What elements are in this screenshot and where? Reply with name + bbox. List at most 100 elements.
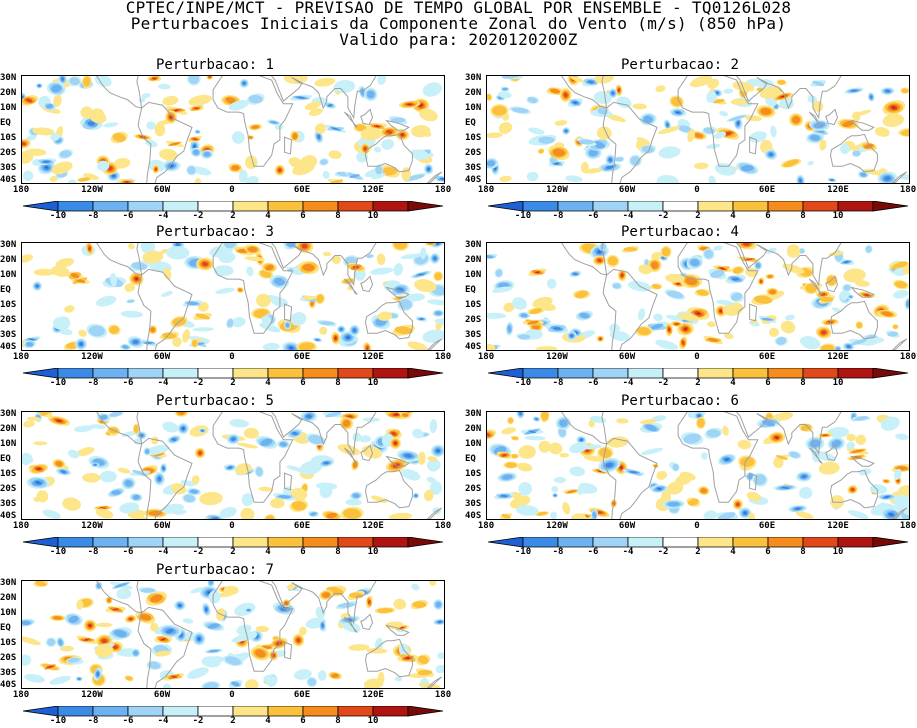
colorbar-label: 8 <box>800 378 806 388</box>
lat-tick-label: 40S <box>0 342 17 352</box>
wind-perturbation-map <box>21 411 445 520</box>
colorbar-swatch <box>337 536 374 548</box>
perturbation-field <box>22 581 444 688</box>
map-panel-4: Perturbacao: 4 30N 20N 10N EQ 10S 20S 30S 40S 180… <box>465 225 916 390</box>
lon-tick-label: 180 <box>434 521 452 531</box>
colorbar-swatch <box>592 367 629 379</box>
colorbar-swatch <box>767 200 804 212</box>
colorbar-swatches <box>22 536 444 548</box>
colorbar-swatch <box>522 536 559 548</box>
colorbar-swatch <box>522 200 559 212</box>
colorbar-label: 4 <box>265 378 271 388</box>
lon-tick-label: 0 <box>229 690 235 700</box>
colorbar-label: 6 <box>300 378 306 388</box>
lon-tick-label: 120E <box>362 185 384 195</box>
coastlines <box>561 243 908 350</box>
lon-tick-label: 0 <box>229 521 235 531</box>
lat-tick-label: 10S <box>465 469 482 479</box>
lon-tick-label: 60W <box>618 352 636 362</box>
colorbar-swatch <box>302 367 339 379</box>
colorbar-swatches <box>487 367 909 379</box>
colorbar-swatch <box>92 705 129 717</box>
coastlines <box>96 76 443 183</box>
lon-tick-label: 180 <box>12 521 30 531</box>
lon-tick-label: 180 <box>899 521 917 531</box>
lon-tick-label: 180 <box>477 185 495 195</box>
lat-tick-label: EQ <box>0 118 11 128</box>
lon-tick-label: 120E <box>827 521 849 531</box>
colorbar-swatch <box>57 705 94 717</box>
lon-tick-label: 60E <box>293 185 311 195</box>
colorbar-swatch <box>372 536 409 548</box>
lon-tick-label: 120W <box>546 352 568 362</box>
lat-tick-label: 10S <box>0 469 17 479</box>
colorbar: -10 -8 -6 -4 -2 2 4 6 8 10 <box>487 534 909 558</box>
colorbar-label: 4 <box>265 716 271 726</box>
lon-tick-label: 120W <box>546 521 568 531</box>
colorbar-label: 2 <box>695 547 701 557</box>
colorbar-swatch <box>127 705 164 717</box>
lat-tick-label: 10N <box>0 439 17 449</box>
lon-tick-label: 120W <box>81 352 103 362</box>
lat-tick-label: 30N <box>465 409 482 419</box>
panel-title: Perturbacao: 7 <box>155 562 274 578</box>
colorbar-label: -6 <box>587 211 599 221</box>
map-canvas <box>487 243 909 350</box>
colorbar-label: 8 <box>335 378 341 388</box>
colorbar: -10 -8 -6 -4 -2 2 4 6 8 10 <box>22 198 444 222</box>
colorbar-label: 10 <box>367 378 379 388</box>
wind-perturbation-map <box>21 580 445 689</box>
colorbar-label: -10 <box>49 547 67 557</box>
colorbar-swatch <box>162 200 199 212</box>
colorbar-label: -4 <box>622 378 634 388</box>
lat-tick-label: 30N <box>0 578 17 588</box>
colorbar-label: 6 <box>765 547 771 557</box>
colorbar-swatch <box>802 200 839 212</box>
colorbar-label: -10 <box>514 378 532 388</box>
wind-perturbation-map <box>21 242 445 351</box>
lon-tick-label: 0 <box>694 352 700 362</box>
colorbar-label: 6 <box>300 716 306 726</box>
lat-tick-label: 20S <box>0 484 17 494</box>
colorbar-swatch <box>697 200 734 212</box>
panel-title: Perturbacao: 3 <box>155 224 274 240</box>
lon-tick-label: 180 <box>12 185 30 195</box>
lat-tick-label: 10S <box>465 300 482 310</box>
colorbar-label: -8 <box>552 378 564 388</box>
lon-tick-label: 120W <box>546 185 568 195</box>
lat-tick-label: EQ <box>465 285 476 295</box>
perturbation-field <box>487 243 909 350</box>
colorbar-label: -10 <box>514 211 532 221</box>
colorbar-label: -4 <box>157 716 169 726</box>
lat-tick-label: 20N <box>0 255 17 265</box>
lon-tick-label: 180 <box>477 352 495 362</box>
colorbar-swatch <box>302 536 339 548</box>
lon-tick-label: 60E <box>293 352 311 362</box>
colorbar-label: -8 <box>552 211 564 221</box>
colorbar-swatch <box>557 536 594 548</box>
colorbar-swatch <box>732 367 769 379</box>
coastlines <box>561 412 908 519</box>
colorbar-swatch <box>872 367 909 379</box>
colorbar-label: -4 <box>622 547 634 557</box>
colorbar-swatch <box>267 705 304 717</box>
colorbar-label: -4 <box>157 547 169 557</box>
lon-tick-label: 0 <box>229 185 235 195</box>
lat-tick-label: 40S <box>0 680 17 690</box>
lon-tick-label: 180 <box>899 352 917 362</box>
title-line-2: Perturbacoes Iniciais da Componente Zona… <box>130 14 787 33</box>
lat-tick-label: 30S <box>0 163 17 173</box>
lat-tick-label: 40S <box>0 175 17 185</box>
lon-tick-label: 60E <box>758 352 776 362</box>
title-line-3: Valido para: 2020120200Z <box>339 30 578 49</box>
lat-tick-label: 40S <box>0 511 17 521</box>
colorbar-label: 6 <box>300 211 306 221</box>
colorbar-label: -8 <box>87 211 99 221</box>
colorbar-swatch <box>407 200 444 212</box>
lat-tick-label: 20N <box>465 255 482 265</box>
colorbar-label: 8 <box>335 547 341 557</box>
colorbar-swatch <box>802 367 839 379</box>
colorbar-swatch <box>372 367 409 379</box>
map-panel-5: Perturbacao: 5 30N 20N 10N EQ 10S 20S 30S 40S 180… <box>0 394 451 559</box>
lat-tick-label: 20N <box>0 424 17 434</box>
